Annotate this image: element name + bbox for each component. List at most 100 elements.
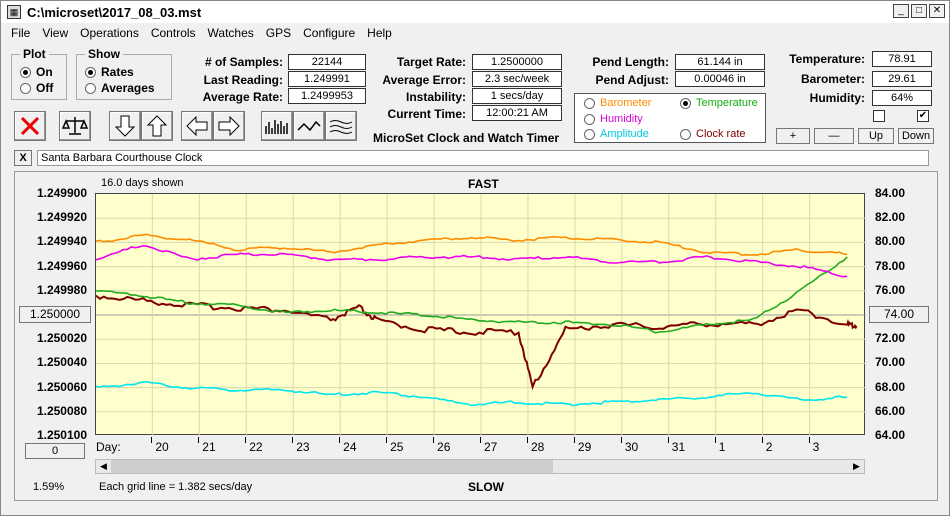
barometer-radio[interactable]: Barometer (584, 97, 651, 109)
horizontal-scrollbar[interactable]: ◀ ▶ (95, 459, 865, 474)
checkbox-left[interactable] (873, 110, 885, 122)
day-tick-mark (808, 437, 810, 443)
menu-controls[interactable]: Controls (150, 26, 196, 40)
right-tick-label: 78.00 (875, 258, 906, 273)
right-center-button[interactable]: 74.00 (869, 306, 929, 323)
average-rate-label: Average Rate: (202, 90, 283, 104)
minimize-button[interactable]: _ (893, 4, 909, 18)
target-rate-label: Target Rate: (396, 55, 466, 69)
humidity-field: 64% (872, 90, 932, 106)
checkbox-right[interactable]: ✔ (917, 110, 929, 122)
day-tick-label: 3 (812, 440, 820, 454)
up-arrow-button[interactable] (141, 111, 173, 141)
day-tick-mark (667, 437, 669, 443)
day-tick-label: 24 (343, 440, 357, 454)
radio-indicator (20, 66, 31, 78)
close-window-button[interactable]: ✕ (929, 4, 945, 18)
barometer-radio-label: Barometer (600, 97, 652, 109)
day-tick-mark (480, 437, 481, 443)
radio-indicator (584, 97, 595, 109)
pend-adjust-label: Pend Adjust: (595, 73, 669, 87)
right-tick-label: 64.00 (875, 428, 906, 442)
left-center-button[interactable]: 1.250000 (19, 306, 91, 323)
right-arrow-button[interactable] (213, 111, 245, 141)
humidity-label: Humidity: (809, 91, 865, 105)
right-tick-label: 70.00 (875, 355, 906, 370)
show-averages-radio[interactable]: Averages (85, 81, 155, 95)
clear-name-button[interactable]: X (14, 150, 32, 166)
day-tick-label: 25 (390, 440, 404, 454)
humidity-radio-label: Humidity (600, 113, 643, 125)
plot-area[interactable] (95, 193, 866, 436)
window-title: C:\microset\2017_08_03.mst (27, 4, 202, 20)
show-rates-radio[interactable]: Rates (85, 65, 134, 79)
day-tick-mark (714, 437, 716, 443)
smooth-button[interactable] (325, 111, 357, 141)
plus-button[interactable]: + (776, 128, 810, 144)
scale-icon (62, 117, 88, 135)
series-line (95, 244, 848, 278)
menu-gps[interactable]: GPS (265, 26, 292, 40)
radio-indicator (584, 113, 595, 125)
clock-name-field[interactable]: Santa Barbara Courthouse Clock (37, 150, 929, 166)
day-tick-mark (573, 437, 575, 443)
temperature-field: 78.91 (872, 51, 932, 67)
left-tick-label: 1.249940 (36, 234, 87, 249)
menu-view[interactable]: View (42, 26, 69, 40)
instability-field: 1 secs/day (472, 88, 562, 104)
clockrate-radio[interactable]: Clock rate (680, 128, 746, 140)
pend-length-field[interactable]: 61.144 in (675, 54, 765, 70)
average-error-label: Average Error: (382, 73, 466, 87)
stop-button[interactable] (14, 111, 46, 141)
plot-on-radio[interactable]: On (20, 65, 53, 79)
scroll-right-arrow[interactable]: ▶ (853, 461, 860, 471)
left-arrow-button[interactable] (181, 111, 213, 141)
series-line (95, 380, 848, 407)
humidity-radio[interactable]: Humidity (584, 113, 643, 125)
radio-indicator (584, 128, 595, 140)
right-tick-label: 80.00 (875, 234, 906, 249)
day-tick-mark (620, 437, 622, 443)
arrow-right-icon (218, 116, 240, 136)
down-arrow-button[interactable] (109, 111, 141, 141)
menu-watches[interactable]: Watches (207, 26, 254, 40)
day-tick-label: 1 (718, 440, 726, 454)
plot-group-title: Plot (20, 47, 49, 61)
menu-help[interactable]: Help (367, 26, 392, 40)
smooth-wave-icon (329, 120, 353, 134)
arrow-up-icon (147, 115, 167, 137)
day-tick-mark (339, 437, 341, 443)
offset-button[interactable]: 0 (25, 443, 85, 459)
histogram-button[interactable] (261, 111, 293, 141)
up-button[interactable]: Up (858, 128, 894, 144)
wave-button[interactable] (293, 111, 325, 141)
maximize-button[interactable]: □ (911, 4, 927, 18)
pend-length-label: Pend Length: (592, 55, 669, 69)
wave-icon (297, 120, 321, 132)
target-rate-field[interactable]: 1.2500000 (472, 54, 562, 70)
day-tick-label: 21 (202, 440, 216, 454)
amplitude-radio[interactable]: Amplitude (584, 128, 649, 140)
series-line (95, 294, 858, 391)
menu-configure[interactable]: Configure (303, 26, 356, 40)
day-tick-mark (292, 437, 294, 443)
minus-button[interactable]: — (814, 128, 854, 144)
scroll-left-arrow[interactable]: ◀ (100, 461, 107, 471)
series-line (95, 233, 848, 257)
radio-indicator (85, 82, 96, 94)
day-tick-label: 2 (765, 440, 773, 454)
down-button[interactable]: Down (898, 128, 934, 144)
balance-button[interactable] (59, 111, 91, 141)
temperature-radio[interactable]: Temperature (680, 97, 758, 109)
scroll-thumb[interactable] (111, 460, 553, 473)
plot-off-radio[interactable]: Off (20, 81, 53, 95)
percent-readout: 1.59% (33, 481, 65, 493)
day-tick-label: 20 (155, 440, 169, 454)
menu-file[interactable]: File (11, 26, 31, 40)
radio-indicator (85, 66, 96, 78)
left-tick-label: 1.250060 (36, 379, 87, 394)
calculator-icon[interactable]: ▦ (7, 5, 21, 19)
barometer-label: Barometer: (800, 72, 865, 86)
menu-operations[interactable]: Operations (80, 26, 139, 40)
